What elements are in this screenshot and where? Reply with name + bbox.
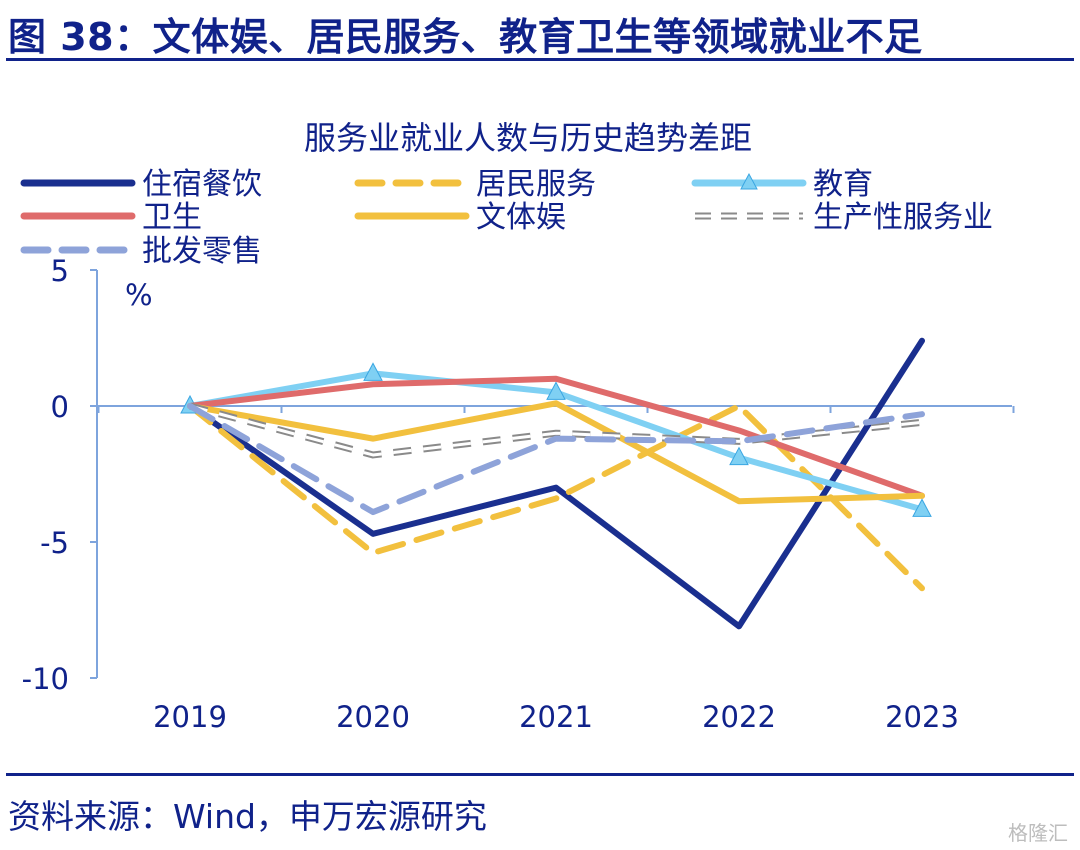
x-tick-label: 2023 xyxy=(885,700,959,734)
legend-label: 卫生 xyxy=(142,200,202,235)
source-note: 资料来源：Wind，申万宏源研究 xyxy=(8,797,487,836)
x-tick-label: 2020 xyxy=(336,700,410,734)
legend-label: 住宿餐饮 xyxy=(142,167,262,202)
series-line-3 xyxy=(187,375,925,499)
series-point-2 xyxy=(912,498,932,517)
y-tick-label: 5 xyxy=(51,254,69,288)
legend-label: 文体娱 xyxy=(476,200,566,235)
series-line-5 xyxy=(189,404,923,457)
x-tick-label: 2021 xyxy=(519,700,593,734)
y-tick-label: -5 xyxy=(40,526,69,560)
legend-marker xyxy=(740,172,758,190)
series-point-2 xyxy=(546,381,566,400)
axes: 5 0 -5 -10 2019 2020 2021 2022 2023 xyxy=(22,254,1015,734)
chart: 服务业就业人数与历史趋势差距 住宿餐饮 居民服务 教育卫生 文体娱 生产性服务业批发零售… xyxy=(20,119,1015,734)
series-line-0 xyxy=(187,337,925,630)
figure-title: 图 38：文体娱、居民服务、教育卫生等领域就业不足 xyxy=(8,15,923,59)
legend-label: 生产性服务业 xyxy=(813,200,993,235)
y-tick-label: 0 xyxy=(51,390,69,424)
legend-label: 批发零售 xyxy=(142,234,262,269)
y-axis-label: % xyxy=(125,278,153,312)
series-line-6 xyxy=(187,403,925,516)
series-point-2 xyxy=(729,446,749,466)
legend-label: 居民服务 xyxy=(476,167,596,202)
x-tick-label: 2022 xyxy=(702,700,776,734)
legend-label: 教育 xyxy=(813,167,873,202)
x-tick-label: 2019 xyxy=(153,700,227,734)
series-line-1 xyxy=(187,403,925,592)
bottom-rule xyxy=(6,773,1074,776)
series-group xyxy=(180,337,932,630)
chart-title: 服务业就业人数与历史趋势差距 xyxy=(304,119,752,157)
watermark: 格隆汇 xyxy=(1008,821,1068,845)
top-rule xyxy=(6,58,1074,61)
series-point-2 xyxy=(363,362,383,381)
series-line-4 xyxy=(187,400,925,505)
y-tick-label: -10 xyxy=(22,662,69,696)
